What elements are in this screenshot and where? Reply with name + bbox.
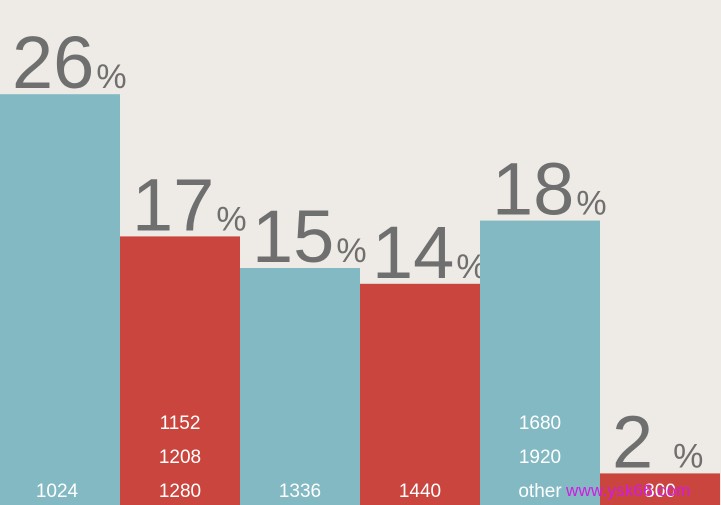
category-label: 1152	[160, 413, 201, 434]
data-label: 17%	[132, 163, 247, 246]
category-label: 1440	[399, 481, 441, 502]
data-label: 2%	[612, 400, 703, 483]
watermark-text: www.ysk66.com	[566, 481, 691, 500]
bar-1336	[240, 268, 360, 505]
bar-1024	[0, 94, 120, 505]
category-label: 1208	[159, 447, 201, 468]
category-label: 1024	[36, 481, 79, 502]
category-label: 1920	[519, 447, 561, 468]
category-label: 1280	[159, 481, 201, 502]
data-label: 18%	[492, 148, 607, 231]
bar-800	[600, 473, 720, 505]
category-label: 800	[644, 481, 676, 502]
data-label: 14%	[372, 211, 487, 294]
category-label: 1336	[279, 481, 321, 502]
category-label: other	[518, 481, 562, 502]
data-label: 26%	[12, 21, 127, 104]
bar-1680	[480, 220, 600, 505]
data-label: 15%	[252, 195, 367, 278]
bar-1440	[360, 283, 480, 505]
bar-1152	[120, 236, 240, 505]
category-label: 1680	[519, 413, 561, 434]
